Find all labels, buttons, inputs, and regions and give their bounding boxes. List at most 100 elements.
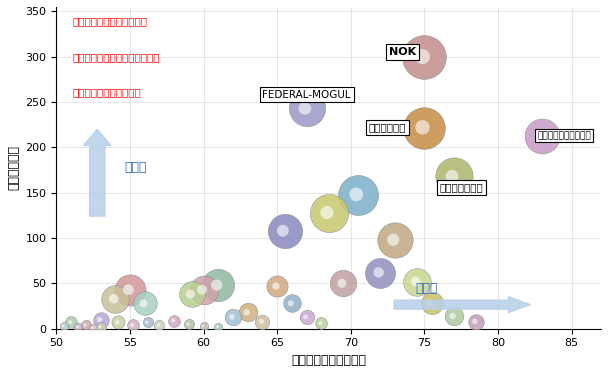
Point [301,314,311,320]
Point [169,318,179,324]
Point [198,323,208,329]
Point [125,287,135,293]
Text: 日本メタルガスケット: 日本メタルガスケット [537,131,591,140]
Y-axis label: 権利者スコア: 権利者スコア [7,145,20,190]
Point [213,324,223,330]
Point [410,279,420,285]
Point [337,280,347,286]
Point [112,319,122,325]
Text: トヨタ自動車: トヨタ自動車 [369,123,406,132]
Point [272,283,282,289]
Point [258,319,268,325]
Point [287,300,297,306]
Point [449,313,458,319]
Point [185,291,195,297]
Point [420,125,429,131]
Point [448,313,458,319]
Point [536,132,545,138]
Point [127,322,137,328]
Point [227,314,237,320]
Point [427,300,437,306]
Text: FEDERAL-MOGUL: FEDERAL-MOGUL [262,90,351,100]
Point [80,322,90,328]
Text: 石川ガスケット: 石川ガスケット [440,183,483,192]
Point [426,300,435,306]
FancyArrow shape [394,297,530,313]
X-axis label: パテントスコア最高値: パテントスコア最高値 [291,354,366,367]
Text: 総合力: 総合力 [125,161,147,174]
Point [142,319,151,325]
Point [389,237,398,243]
Point [187,291,196,297]
Point [375,270,385,276]
Point [278,228,288,234]
Point [74,324,83,330]
Text: 横軸（最高値）：個別力: 横軸（最高値）：個別力 [73,88,142,97]
Point [184,321,194,327]
Point [339,280,348,286]
Point [447,173,457,179]
Point [199,323,209,329]
FancyArrow shape [83,129,111,216]
Point [111,296,120,302]
Point [197,286,207,292]
Point [109,296,119,302]
Point [73,324,83,330]
Point [390,237,400,243]
Point [213,324,223,330]
Text: 縦軸（権利者スコア）：総合力: 縦軸（権利者スコア）：総合力 [73,52,160,62]
Point [154,322,164,328]
Point [449,174,458,180]
Point [65,319,75,325]
Point [302,314,311,320]
Text: 個別力: 個別力 [416,282,438,295]
Point [81,322,91,328]
Point [324,210,334,216]
Point [113,319,123,325]
Point [420,54,429,60]
Point [470,318,480,324]
Point [537,133,547,139]
Point [88,325,98,331]
Point [257,318,266,324]
Point [316,320,325,326]
Point [59,323,69,329]
Point [95,324,105,330]
Point [139,300,148,306]
Point [243,309,252,315]
Point [317,321,326,327]
Point [154,322,164,328]
Point [228,314,238,320]
Point [280,228,289,234]
Point [183,321,193,327]
Point [212,282,221,288]
Point [353,191,363,197]
Point [271,283,281,289]
Point [322,209,332,215]
Point [95,317,105,323]
Point [128,322,138,328]
Point [213,282,223,288]
Point [123,286,133,292]
Point [95,317,105,323]
Point [418,53,427,59]
Point [242,309,252,315]
Point [418,124,427,130]
Point [286,300,295,306]
Point [140,300,150,306]
Point [88,325,97,331]
Point [471,319,481,325]
Point [351,191,361,197]
Text: 円の大きさ：有効特許件数: 円の大きさ：有効特許件数 [73,16,148,27]
Point [66,319,76,325]
Point [143,319,153,325]
Point [168,318,178,324]
Point [302,105,311,111]
Point [300,105,309,111]
Text: NOK: NOK [389,47,416,57]
Point [58,323,68,329]
Point [95,324,105,330]
Point [412,279,422,285]
Point [374,269,384,275]
Point [199,287,209,293]
